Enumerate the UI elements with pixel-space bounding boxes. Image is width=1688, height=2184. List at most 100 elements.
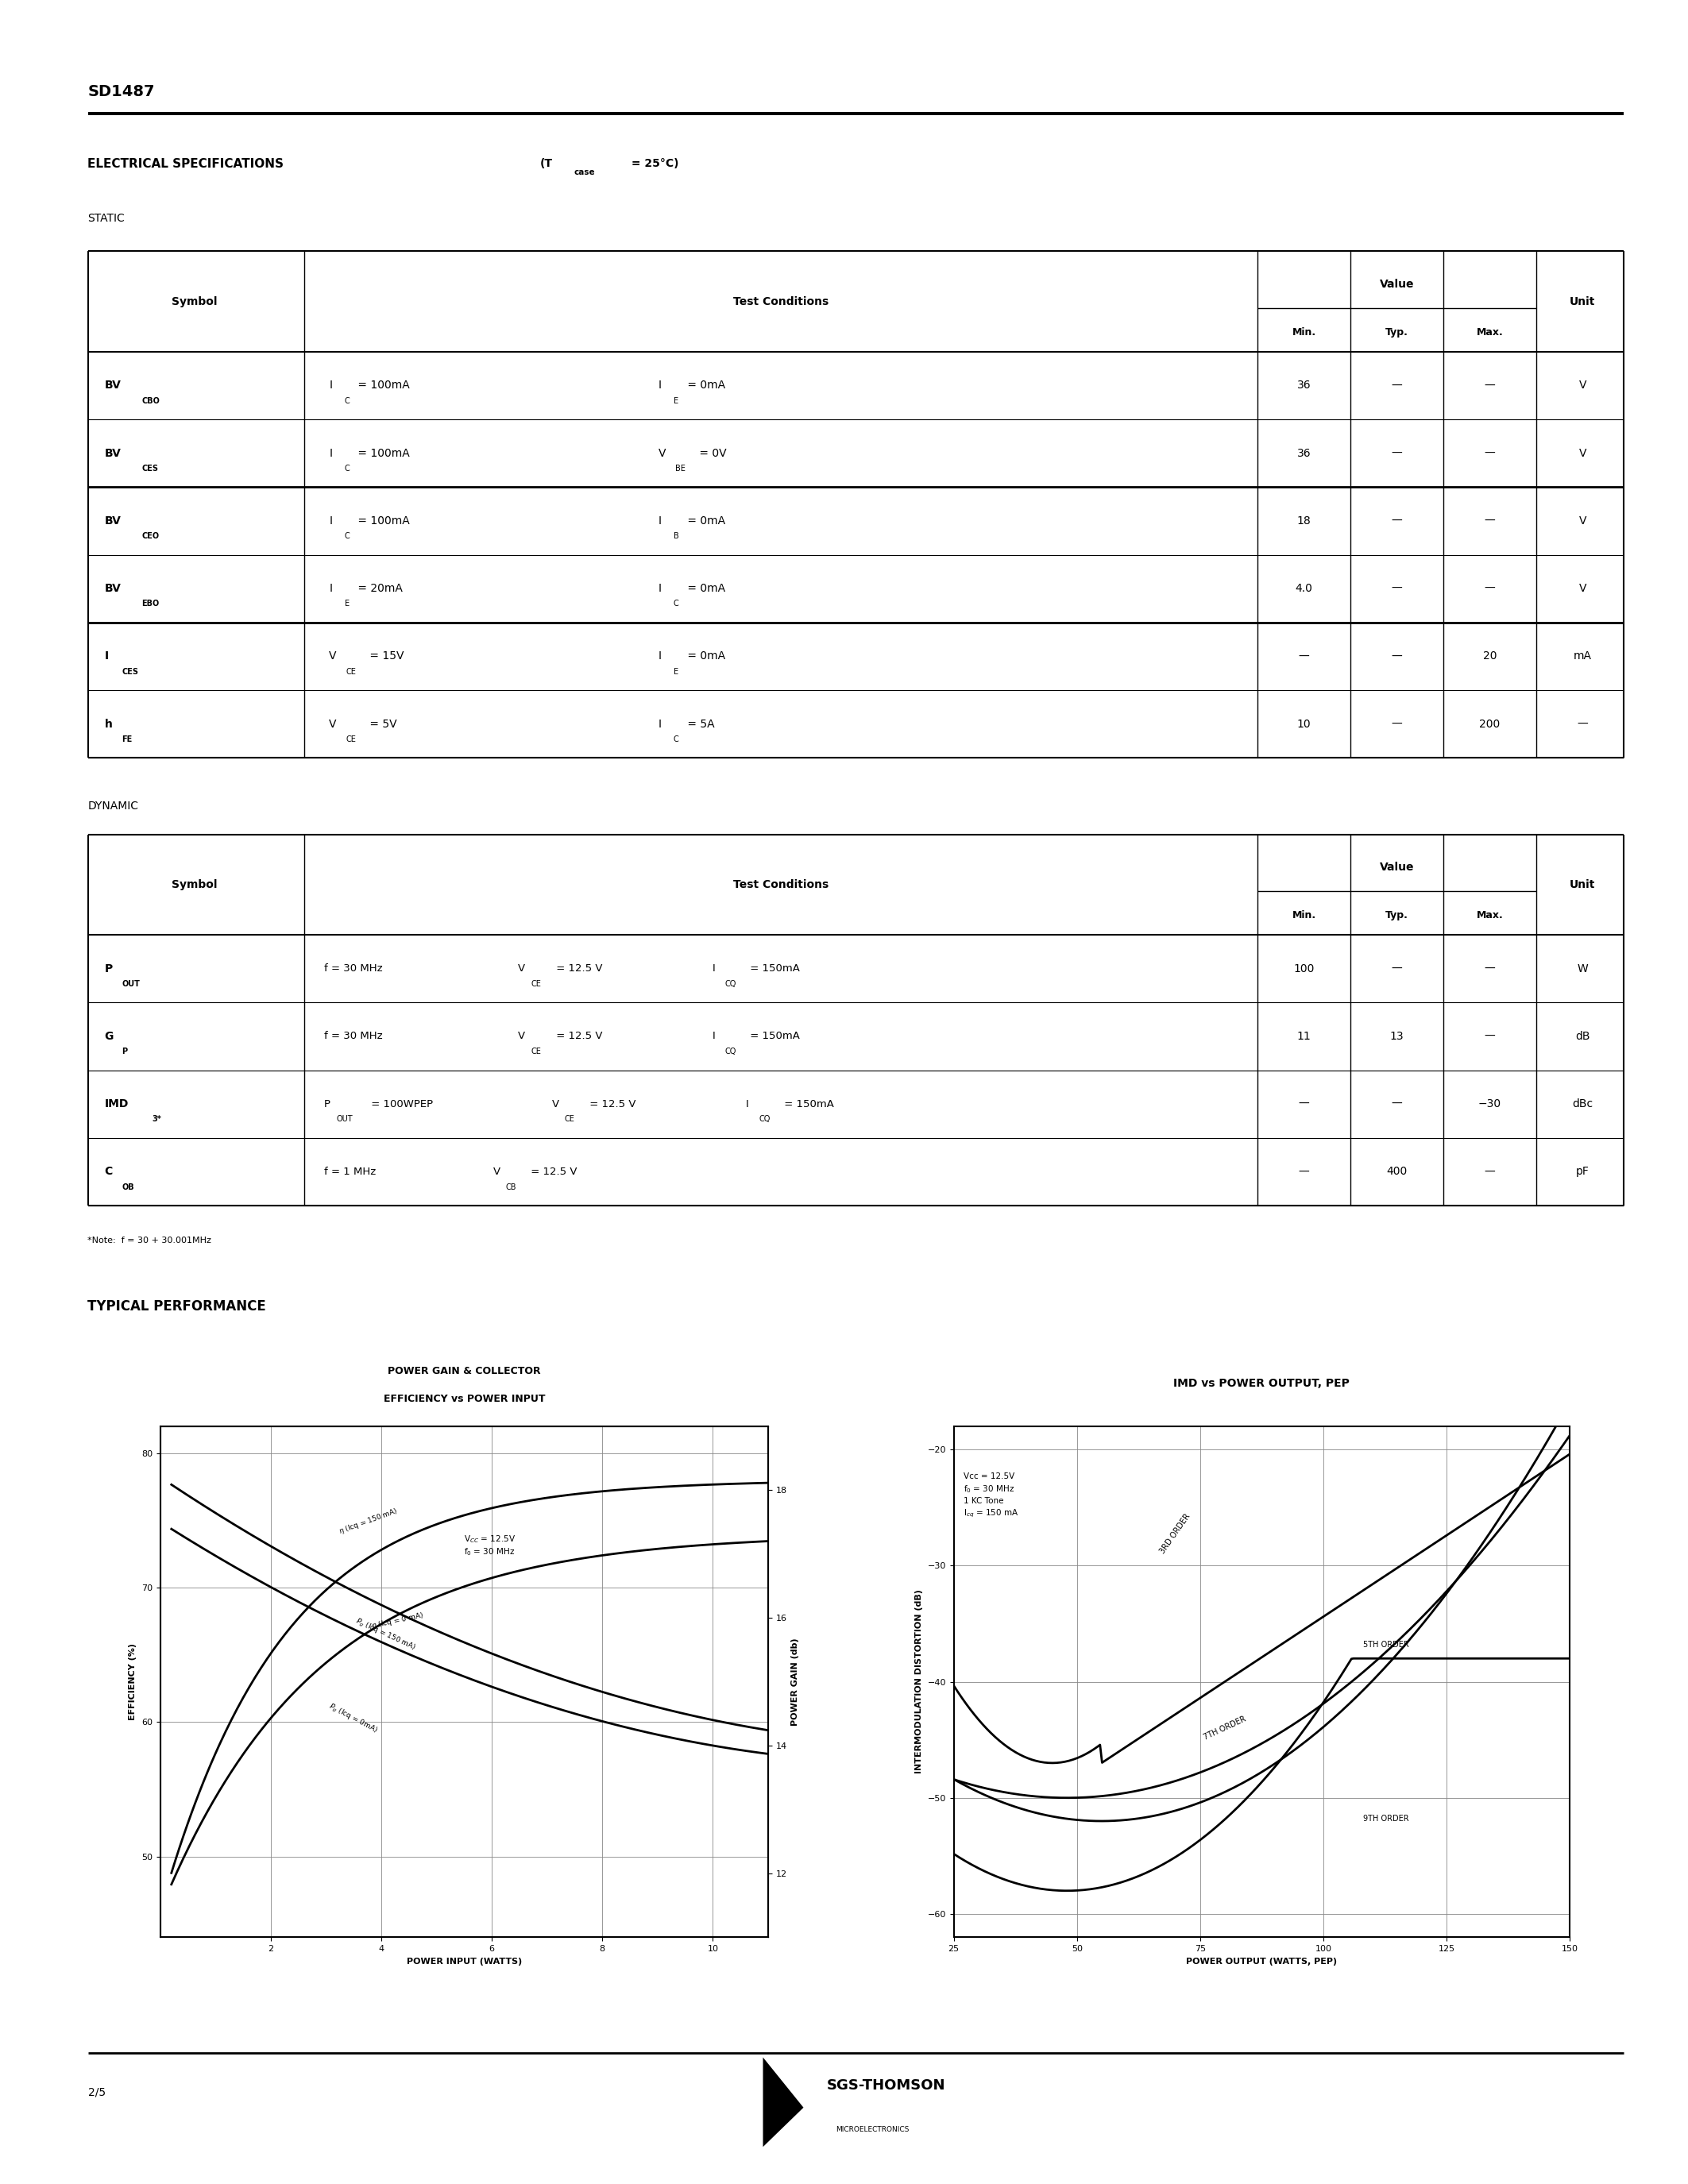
- Text: 36: 36: [1296, 448, 1312, 459]
- Text: BV: BV: [105, 583, 122, 594]
- Text: —: —: [1391, 380, 1403, 391]
- Text: = 12.5 V: = 12.5 V: [554, 1031, 603, 1042]
- Text: = 20mA: = 20mA: [354, 583, 403, 594]
- Text: V: V: [1578, 448, 1587, 459]
- Text: SGS-THOMSON: SGS-THOMSON: [827, 2079, 945, 2092]
- Text: V: V: [1578, 515, 1587, 526]
- Polygon shape: [763, 2057, 803, 2147]
- Text: —: —: [1391, 1099, 1403, 1109]
- Text: POWER GAIN & COLLECTOR: POWER GAIN & COLLECTOR: [388, 1365, 540, 1376]
- Text: $\eta$ (Icq = 150 mA): $\eta$ (Icq = 150 mA): [338, 1507, 398, 1538]
- Text: 13: 13: [1389, 1031, 1404, 1042]
- Text: C: C: [344, 465, 349, 472]
- Text: 4.0: 4.0: [1295, 583, 1313, 594]
- Text: P: P: [122, 1048, 127, 1055]
- Text: *Note:  f = 30 + 30.001MHz: *Note: f = 30 + 30.001MHz: [88, 1236, 211, 1245]
- Text: —: —: [1484, 380, 1496, 391]
- Text: —: —: [1298, 651, 1310, 662]
- X-axis label: POWER INPUT (WATTS): POWER INPUT (WATTS): [407, 1957, 522, 1966]
- Text: —: —: [1391, 719, 1403, 729]
- Text: IMD vs POWER OUTPUT, PEP: IMD vs POWER OUTPUT, PEP: [1173, 1378, 1350, 1389]
- Text: Value: Value: [1379, 860, 1415, 874]
- Text: 36: 36: [1296, 380, 1312, 391]
- Text: 20: 20: [1482, 651, 1497, 662]
- Text: I: I: [329, 515, 333, 526]
- Text: = 0mA: = 0mA: [684, 583, 726, 594]
- Text: CBO: CBO: [142, 397, 160, 404]
- Text: h: h: [105, 719, 113, 729]
- Text: Symbol: Symbol: [170, 295, 218, 308]
- Text: = 100mA: = 100mA: [354, 380, 410, 391]
- X-axis label: POWER OUTPUT (WATTS, PEP): POWER OUTPUT (WATTS, PEP): [1187, 1957, 1337, 1966]
- Text: E: E: [674, 668, 679, 675]
- Text: = 150mA: = 150mA: [746, 963, 800, 974]
- Text: EFFICIENCY vs POWER INPUT: EFFICIENCY vs POWER INPUT: [383, 1393, 545, 1404]
- Text: V: V: [1578, 380, 1587, 391]
- Text: dB: dB: [1575, 1031, 1590, 1042]
- Text: EBO: EBO: [142, 601, 159, 607]
- Text: 3*: 3*: [152, 1116, 162, 1123]
- Text: SD1487: SD1487: [88, 85, 155, 98]
- Text: BV: BV: [105, 515, 122, 526]
- Text: V$_{CC}$ = 12.5V
f$_0$ = 30 MHz: V$_{CC}$ = 12.5V f$_0$ = 30 MHz: [464, 1533, 517, 1557]
- Text: −30: −30: [1479, 1099, 1501, 1109]
- Text: 200: 200: [1479, 719, 1501, 729]
- Text: Min.: Min.: [1291, 911, 1317, 919]
- Text: dBc: dBc: [1572, 1099, 1593, 1109]
- Text: C: C: [674, 736, 679, 743]
- Text: Vcc = 12.5V
f$_0$ = 30 MHz
1 KC Tone
I$_{cq}$ = 150 mA: Vcc = 12.5V f$_0$ = 30 MHz 1 KC Tone I$_…: [964, 1472, 1020, 1520]
- Text: CE: CE: [346, 736, 356, 743]
- Text: 18: 18: [1296, 515, 1312, 526]
- Text: $P_g$ (Icq = 0mA): $P_g$ (Icq = 0mA): [326, 1701, 378, 1736]
- Text: CQ: CQ: [760, 1116, 770, 1123]
- Text: mA: mA: [1573, 651, 1592, 662]
- Text: I: I: [712, 963, 716, 974]
- Text: W: W: [1577, 963, 1588, 974]
- Text: Max.: Max.: [1477, 911, 1502, 919]
- Text: P: P: [324, 1099, 331, 1109]
- Text: I: I: [658, 651, 662, 662]
- Text: ELECTRICAL SPECIFICATIONS: ELECTRICAL SPECIFICATIONS: [88, 157, 284, 170]
- Text: = 100WPEP: = 100WPEP: [368, 1099, 434, 1109]
- Text: Unit: Unit: [1570, 295, 1595, 308]
- Text: —: —: [1298, 1099, 1310, 1109]
- Text: V: V: [329, 651, 336, 662]
- Text: case: case: [574, 168, 596, 177]
- Text: —: —: [1484, 1166, 1496, 1177]
- Text: 400: 400: [1386, 1166, 1408, 1177]
- Text: Min.: Min.: [1291, 328, 1317, 336]
- Text: I: I: [329, 380, 333, 391]
- Text: CQ: CQ: [726, 981, 736, 987]
- Text: V: V: [329, 719, 336, 729]
- Text: V: V: [518, 963, 525, 974]
- Text: DYNAMIC: DYNAMIC: [88, 799, 138, 812]
- Text: 5TH ORDER: 5TH ORDER: [1362, 1640, 1409, 1649]
- Text: = 0mA: = 0mA: [684, 651, 726, 662]
- Text: f = 30 MHz: f = 30 MHz: [324, 963, 383, 974]
- Text: —: —: [1391, 651, 1403, 662]
- Y-axis label: POWER GAIN (db): POWER GAIN (db): [792, 1638, 800, 1725]
- Text: = 100mA: = 100mA: [354, 515, 410, 526]
- Text: OUT: OUT: [338, 1116, 353, 1123]
- Text: = 12.5 V: = 12.5 V: [528, 1166, 577, 1177]
- Y-axis label: EFFICIENCY (%): EFFICIENCY (%): [128, 1642, 137, 1721]
- Text: E: E: [674, 397, 679, 404]
- Text: Max.: Max.: [1477, 328, 1502, 336]
- Text: I: I: [712, 1031, 716, 1042]
- Text: CEO: CEO: [142, 533, 159, 539]
- Text: pF: pF: [1577, 1166, 1588, 1177]
- Text: I: I: [658, 380, 662, 391]
- Text: = 150mA: = 150mA: [746, 1031, 800, 1042]
- Text: I: I: [658, 515, 662, 526]
- Text: CQ: CQ: [726, 1048, 736, 1055]
- Text: 100: 100: [1293, 963, 1315, 974]
- Text: P: P: [105, 963, 113, 974]
- Text: = 25°C): = 25°C): [628, 157, 679, 170]
- Text: Symbol: Symbol: [170, 878, 218, 891]
- Text: = 12.5 V: = 12.5 V: [554, 963, 603, 974]
- Text: —: —: [1484, 1031, 1496, 1042]
- Text: = 150mA: = 150mA: [780, 1099, 834, 1109]
- Text: MICROELECTRONICS: MICROELECTRONICS: [836, 2125, 908, 2134]
- Text: (T: (T: [540, 157, 554, 170]
- Text: —: —: [1391, 515, 1403, 526]
